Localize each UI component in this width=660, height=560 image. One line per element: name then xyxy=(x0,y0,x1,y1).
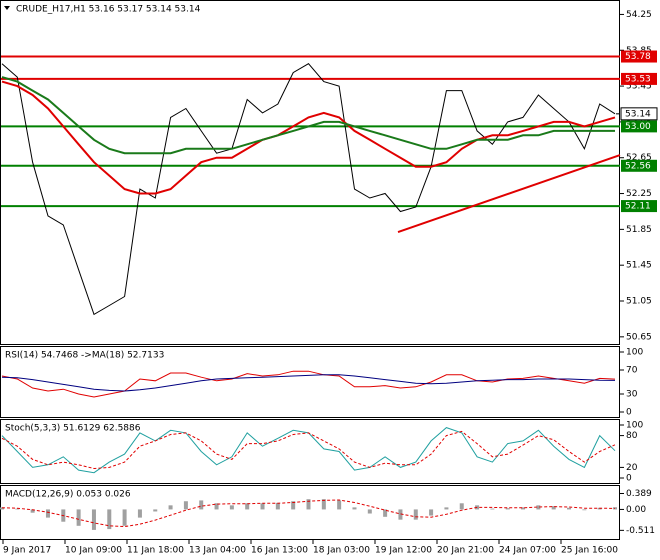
macd-bar xyxy=(30,509,35,513)
panel-title: MACD(12,26,9) 0.053 0.026 xyxy=(5,490,131,500)
rsi-frame xyxy=(0,346,620,418)
y-tick-label: 0.00 xyxy=(626,505,646,515)
macd-bar xyxy=(367,509,372,514)
x-tick-label: 11 Jan 18:00 xyxy=(127,546,184,556)
y-tick-label: 0.389 xyxy=(626,489,652,499)
level-tag xyxy=(621,120,657,133)
y-tick-label: 50.65 xyxy=(626,332,652,342)
x-tick-label: 13 Jan 04:00 xyxy=(189,546,246,556)
macd-bar xyxy=(536,505,541,510)
x-tick-label: 20 Jan 21:00 xyxy=(437,546,494,556)
macd-bar xyxy=(245,503,250,510)
trend-line xyxy=(397,154,621,233)
macd-bar xyxy=(229,505,234,510)
level-tag xyxy=(621,159,657,172)
y-tick-label: 51.85 xyxy=(626,225,652,235)
indicator-line xyxy=(1,427,616,474)
menu-arrow xyxy=(4,6,10,10)
y-tick-label: 54.25 xyxy=(626,10,652,20)
macd-bar xyxy=(107,509,112,530)
y-tick-label: 100 xyxy=(626,348,643,358)
macd-bar xyxy=(490,508,495,510)
macd-bar xyxy=(337,500,342,510)
price-label: 53.14 xyxy=(625,109,651,119)
x-tick-label: 18 Jan 03:00 xyxy=(313,546,370,556)
indicator-line xyxy=(1,370,616,398)
y-tick-label: 51.05 xyxy=(626,297,652,307)
level-tag xyxy=(621,72,657,85)
price-tag xyxy=(620,107,658,121)
y-tick-label: 51.45 xyxy=(626,261,652,271)
macd-frame xyxy=(0,485,620,540)
macd-bar xyxy=(413,509,418,520)
y-tick-label: 53.45 xyxy=(626,82,652,92)
y-tick-label: -0.511 xyxy=(626,526,655,536)
macd-bar xyxy=(122,509,127,526)
macd-bar xyxy=(15,508,20,510)
x-tick-label: 19 Jan 12:00 xyxy=(375,546,432,556)
macd-bar xyxy=(153,509,158,512)
level-label: 53.00 xyxy=(625,122,651,132)
level-label: 53.53 xyxy=(625,74,651,84)
macd-bar xyxy=(444,507,449,510)
macd-bar xyxy=(551,506,556,510)
price-line xyxy=(1,63,616,316)
y-tick-label: 0 xyxy=(626,474,632,484)
macd-bar xyxy=(45,509,50,518)
y-tick-label: 80 xyxy=(626,431,638,441)
macd-bar xyxy=(321,499,326,510)
macd-bar xyxy=(306,499,311,510)
macd-bar xyxy=(183,501,188,510)
chart-title: CRUDE_H17,H1 53.16 53.17 53.14 53.14 xyxy=(16,5,201,15)
macd-bar xyxy=(383,509,388,517)
x-tick-label: 9 Jan 2017 xyxy=(3,546,51,556)
indicator-line xyxy=(1,430,616,470)
macd-bar xyxy=(505,508,510,510)
level-tag xyxy=(621,50,657,63)
macd-bar xyxy=(582,509,587,511)
moving-average xyxy=(1,80,616,195)
y-tick-label: 52.65 xyxy=(626,153,652,163)
macd-bar xyxy=(0,507,4,510)
indicator-line xyxy=(1,499,616,528)
level-label: 52.56 xyxy=(625,161,651,171)
level-tag xyxy=(621,200,657,213)
y-tick-label: 20 xyxy=(626,463,638,473)
x-tick-label: 25 Jan 16:00 xyxy=(561,546,618,556)
y-tick-label: 100 xyxy=(626,421,643,431)
macd-bar xyxy=(275,502,280,510)
y-tick-label: 52.25 xyxy=(626,189,652,199)
x-tick-label: 10 Jan 09:00 xyxy=(65,546,122,556)
macd-bar xyxy=(398,509,403,520)
macd-bar xyxy=(521,507,526,510)
macd-bar xyxy=(199,500,204,510)
moving-average xyxy=(1,76,615,155)
macd-bar xyxy=(291,501,296,510)
panel-title: Stoch(5,3,3) 51.6129 62.5886 xyxy=(5,424,141,434)
y-tick-label: 30 xyxy=(626,390,638,400)
macd-bar xyxy=(429,509,434,516)
macd-bar xyxy=(168,505,173,510)
macd-bar xyxy=(567,507,572,510)
main-frame xyxy=(0,0,620,345)
y-tick-label: 0 xyxy=(626,408,632,418)
macd-bar xyxy=(214,503,219,510)
macd-bar xyxy=(352,507,357,510)
level-label: 53.78 xyxy=(625,52,651,62)
macd-bar xyxy=(459,503,464,510)
macd-bar xyxy=(76,509,81,526)
panel-title: RSI(14) 54.7468 ->MA(18) 52.7133 xyxy=(5,351,164,361)
stoch-frame xyxy=(0,419,620,484)
macd-bar xyxy=(137,509,142,518)
x-tick-label: 24 Jan 07:00 xyxy=(499,546,556,556)
y-tick-label: 70 xyxy=(626,366,638,376)
x-tick-label: 16 Jan 13:00 xyxy=(251,546,308,556)
level-label: 52.11 xyxy=(625,202,651,212)
indicator-line xyxy=(1,374,616,392)
macd-bar xyxy=(91,509,96,530)
macd-bar xyxy=(260,503,265,510)
